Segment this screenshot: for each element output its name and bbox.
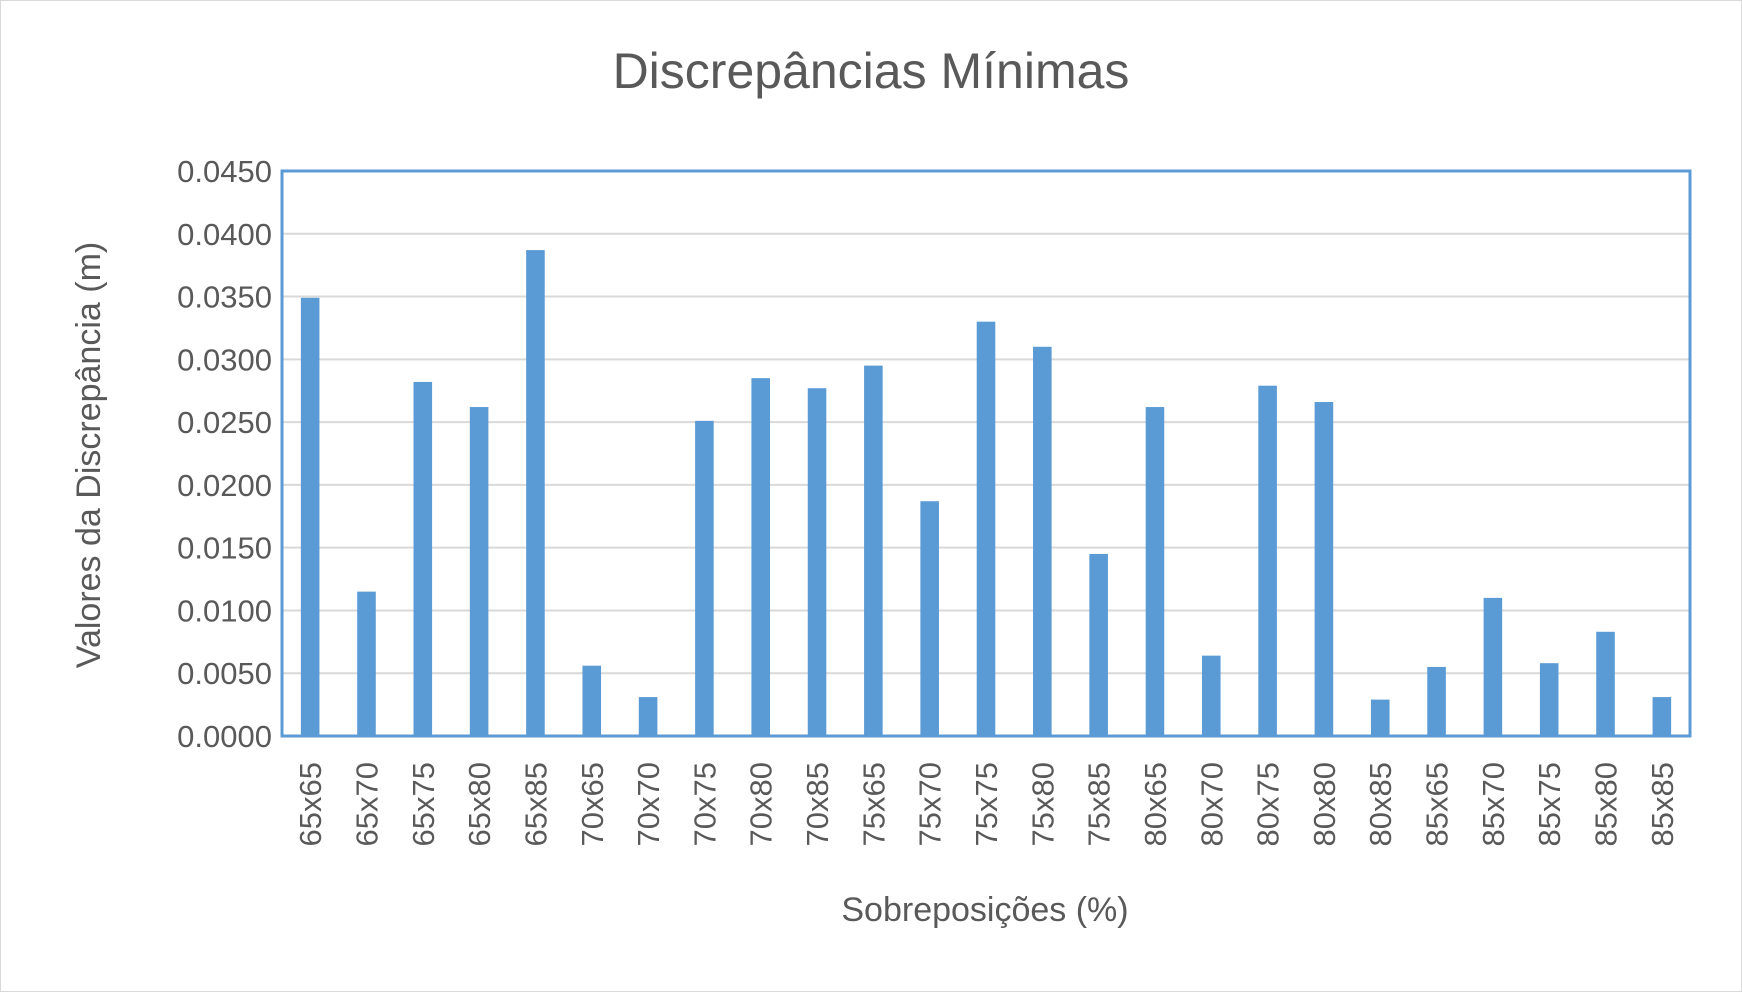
y-axis-tick-labels: 0.0000 0.0050 0.0100 0.0150 0.0200 0.0250 0.03…	[177, 154, 272, 754]
x-axis-tick-labels: 65x65 65x70 65x75 65x80 65x85 70x65 70x70 70x75…	[293, 762, 1680, 846]
x-tick-label: 75x70	[913, 762, 948, 846]
bar-85x70	[1483, 597, 1503, 736]
bar-75x70	[920, 501, 939, 736]
x-tick-label: 65x85	[518, 762, 553, 846]
x-tick-label: 85x75	[1532, 762, 1567, 846]
bar-70x70	[638, 697, 658, 736]
x-tick-label: 85x65	[1420, 762, 1455, 846]
bar-65x80	[469, 407, 489, 736]
x-tick-label: 75x75	[969, 762, 1004, 846]
plot-area-border	[280, 169, 1692, 738]
x-tick-label: 80x75	[1251, 762, 1286, 846]
bar-65x70	[357, 591, 376, 736]
y-tick-label: 0.0150	[177, 531, 272, 566]
x-tick-label: 75x80	[1025, 762, 1060, 846]
x-tick-label: 75x65	[856, 762, 891, 846]
x-tick-label: 85x85	[1645, 762, 1680, 846]
bar-75x85	[1089, 553, 1108, 736]
x-tick-label: 65x80	[462, 762, 497, 846]
y-tick-label: 0.0200	[177, 468, 272, 503]
y-tick-label: 0.0400	[177, 217, 272, 252]
bar-80x75	[1258, 385, 1277, 736]
bar-80x65	[1145, 407, 1165, 736]
x-tick-label: 70x65	[575, 762, 610, 846]
bar-80x80	[1314, 402, 1334, 736]
x-tick-label: 85x70	[1476, 762, 1511, 846]
x-tick-label: 70x85	[800, 762, 835, 846]
bar-85x80	[1596, 631, 1615, 736]
x-tick-label: 65x65	[293, 762, 328, 846]
bar-70x80	[751, 378, 771, 736]
y-tick-label: 0.0350	[177, 280, 272, 315]
x-tick-label: 75x85	[1082, 762, 1117, 846]
bar-85x65	[1427, 666, 1446, 736]
y-tick-label: 0.0050	[177, 656, 272, 691]
x-tick-label: 85x80	[1589, 762, 1624, 846]
bar-80x70	[1201, 655, 1221, 736]
x-tick-label: 65x75	[406, 762, 441, 846]
x-tick-label: 65x70	[349, 762, 384, 846]
x-tick-label: 80x70	[1194, 762, 1229, 846]
bar-75x80	[1033, 346, 1052, 736]
y-tick-label: 0.0450	[177, 154, 272, 189]
bar-80x85	[1370, 699, 1390, 736]
x-tick-label: 80x65	[1138, 762, 1173, 846]
x-tick-label: 70x75	[687, 762, 722, 846]
x-tick-label: 80x80	[1307, 762, 1342, 846]
bar-65x85	[526, 250, 545, 736]
y-tick-label: 0.0250	[177, 405, 272, 440]
x-tick-label: 70x70	[631, 762, 666, 846]
y-tick-label: 0.0100	[177, 593, 272, 628]
bar-65x75	[413, 381, 433, 736]
x-tick-label: 80x85	[1363, 762, 1398, 846]
y-tick-label: 0.0000	[177, 719, 272, 754]
bar-70x65	[582, 665, 602, 736]
x-tick-label: 70x80	[744, 762, 779, 846]
bar-85x85	[1652, 697, 1672, 736]
y-axis-title: Valores da Discrepância (m)	[70, 242, 108, 668]
chart-title: Discrepâncias Mínimas	[613, 43, 1130, 99]
bar-75x75	[976, 321, 996, 736]
bar-85x75	[1539, 663, 1559, 736]
bars	[300, 250, 1672, 736]
bar-75x65	[864, 365, 883, 736]
y-tick-label: 0.0300	[177, 342, 272, 377]
bar-70x85	[807, 388, 827, 736]
x-axis-title: Sobreposições (%)	[841, 891, 1128, 929]
bar-70x75	[695, 420, 714, 736]
bar-65x65	[300, 297, 320, 736]
